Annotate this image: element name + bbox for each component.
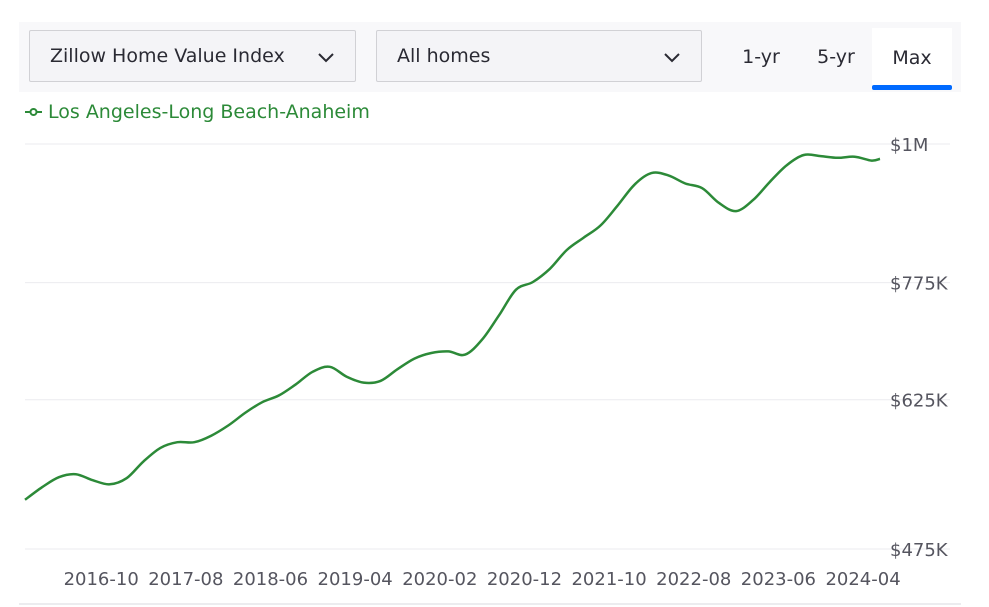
home-type-select-value: All homes xyxy=(397,45,491,67)
chevron-down-icon xyxy=(318,53,334,63)
chevron-down-icon xyxy=(664,53,680,63)
x-tick-label: 2020-02 xyxy=(402,569,477,590)
x-tick-label: 2020-12 xyxy=(487,569,562,590)
x-tick-label: 2022-08 xyxy=(656,569,731,590)
y-tick-label: $1M xyxy=(890,135,928,156)
x-tick-label: 2018-06 xyxy=(233,569,308,590)
x-tick-label: 2019-04 xyxy=(318,569,393,590)
range-max-label: Max xyxy=(892,47,932,69)
y-tick-label: $625K xyxy=(890,391,949,412)
range-max-button[interactable]: Max xyxy=(872,28,952,90)
x-tick-label: 2024-04 xyxy=(825,569,900,590)
legend-series-label: Los Angeles-Long Beach-Anaheim xyxy=(48,101,370,123)
range-5yr-button[interactable]: 5-yr xyxy=(807,30,865,84)
y-tick-label: $775K xyxy=(890,274,949,295)
metric-select[interactable]: Zillow Home Value Index xyxy=(29,30,356,82)
x-tick-label: 2021-10 xyxy=(571,569,646,590)
chart-legend[interactable]: Los Angeles-Long Beach-Anaheim xyxy=(25,101,370,123)
range-1yr-label: 1-yr xyxy=(742,46,780,68)
chart-bottom-border xyxy=(19,603,961,605)
range-1yr-button[interactable]: 1-yr xyxy=(731,30,791,84)
x-tick-label: 2016-10 xyxy=(64,569,139,590)
series-line-0[interactable] xyxy=(24,153,881,501)
range-5yr-label: 5-yr xyxy=(817,46,855,68)
legend-line-marker-icon xyxy=(25,108,42,116)
home-type-select[interactable]: All homes xyxy=(376,30,702,82)
x-tick-label: 2023-06 xyxy=(741,569,816,590)
y-tick-label: $475K xyxy=(890,540,949,561)
x-tick-label: 2017-08 xyxy=(148,569,223,590)
metric-select-value: Zillow Home Value Index xyxy=(50,45,285,67)
selected-tab-indicator xyxy=(872,85,952,90)
chart-toolbar: Zillow Home Value Index All homes 1-yr 5… xyxy=(19,22,961,92)
